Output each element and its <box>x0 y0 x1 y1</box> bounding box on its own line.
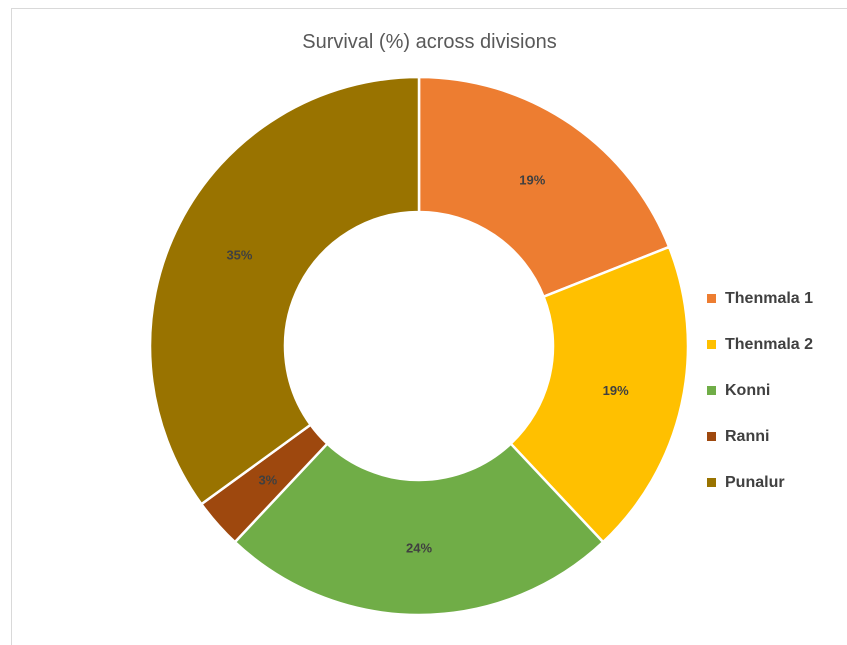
data-label-ranni: 3% <box>258 472 277 487</box>
chart-area: Survival (%) across divisions 19% 19% 24% 3… <box>11 8 847 645</box>
legend-swatch <box>707 294 716 303</box>
slice-thenmala-1 <box>417 75 671 299</box>
legend-swatch <box>707 386 716 395</box>
data-label-thenmala-2: 19% <box>603 383 629 398</box>
slice-konni <box>233 441 605 617</box>
legend-item-punalur: Punalur <box>707 471 813 494</box>
legend-swatch <box>707 478 716 487</box>
legend-label: Thenmala 1 <box>725 289 814 307</box>
legend-label: Ranni <box>725 427 770 445</box>
legend-item-konni: Konni <box>707 379 813 402</box>
legend: Thenmala 1 Thenmala 2 Konni Ranni Punalur <box>707 287 813 517</box>
legend-label: Punalur <box>725 473 785 491</box>
legend-swatch <box>707 340 716 349</box>
chart-title: Survival (%) across divisions <box>302 31 557 53</box>
data-label-punalur: 35% <box>226 248 252 263</box>
slice-punalur <box>148 75 421 506</box>
legend-item-ranni: Ranni <box>707 425 813 448</box>
data-label-konni: 24% <box>406 541 432 556</box>
legend-label: Thenmala 2 <box>725 335 814 353</box>
legend-item-thenmala-2: Thenmala 2 <box>707 333 813 356</box>
slice-thenmala-2 <box>508 245 690 544</box>
data-label-thenmala-1: 19% <box>519 172 545 187</box>
legend-item-thenmala-1: Thenmala 1 <box>707 287 813 310</box>
donut-chart: 19% 19% 24% 3% 35% <box>148 75 690 617</box>
legend-label: Konni <box>725 381 771 399</box>
legend-swatch <box>707 432 716 441</box>
